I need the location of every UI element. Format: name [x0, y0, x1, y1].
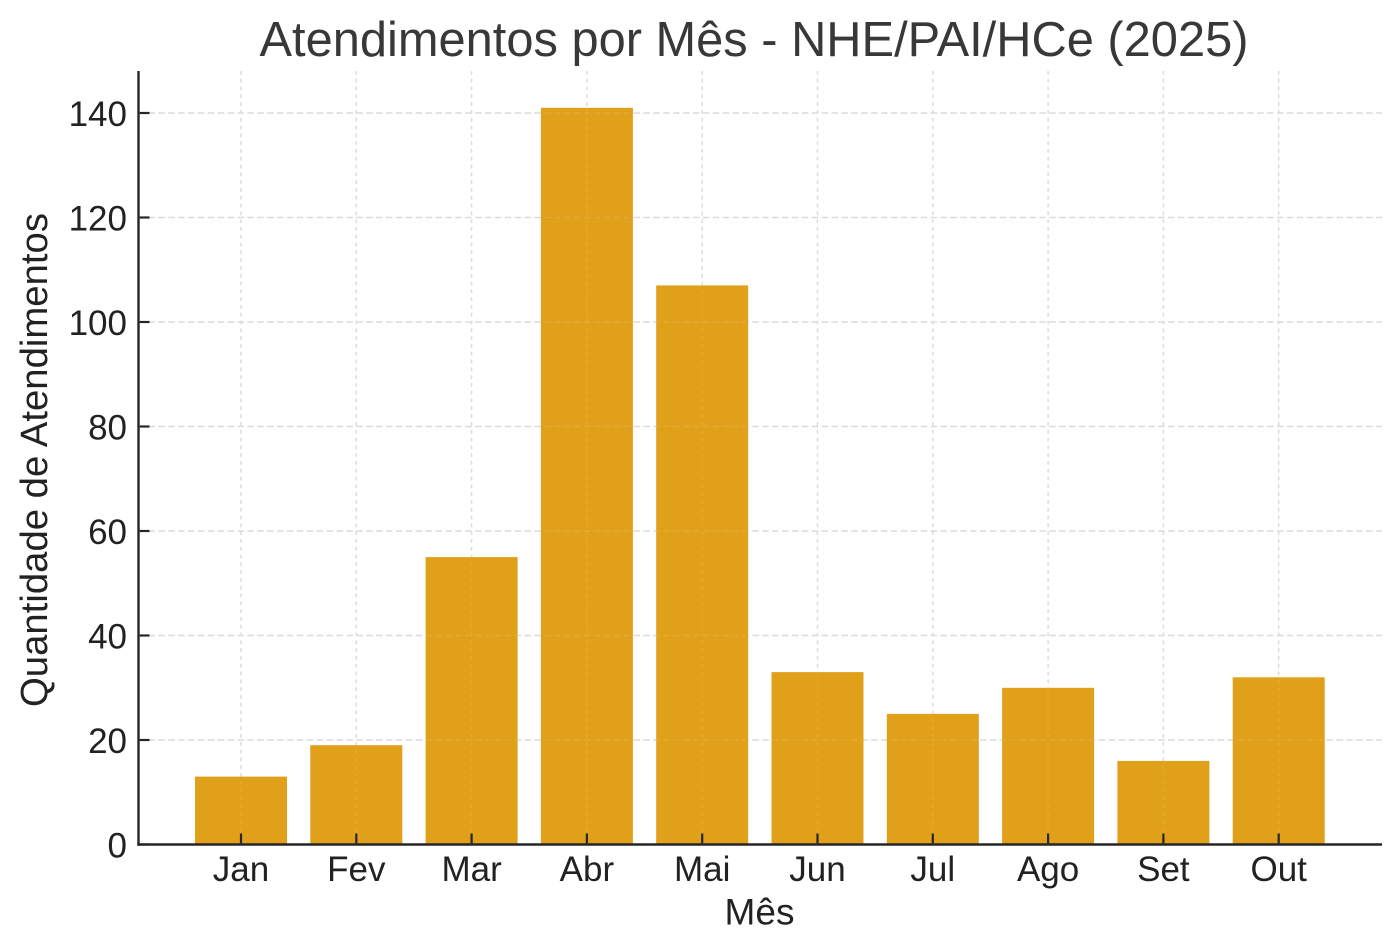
- svg-text:20: 20: [88, 722, 127, 761]
- svg-text:Fev: Fev: [327, 850, 386, 889]
- svg-text:Quantidade de Atendimentos: Quantidade de Atendimentos: [13, 213, 56, 707]
- svg-text:Jul: Jul: [910, 850, 955, 889]
- svg-text:Out: Out: [1250, 850, 1307, 889]
- svg-text:Atendimentos por Mês - NHE/PAI: Atendimentos por Mês - NHE/PAI/HCe (2025…: [260, 13, 1249, 67]
- svg-text:Jun: Jun: [789, 850, 845, 889]
- svg-text:Abr: Abr: [560, 850, 615, 889]
- svg-text:Jan: Jan: [213, 850, 269, 889]
- svg-text:100: 100: [69, 304, 127, 343]
- svg-text:40: 40: [88, 618, 127, 657]
- svg-text:Set: Set: [1137, 850, 1190, 889]
- svg-text:Mar: Mar: [441, 850, 502, 889]
- svg-text:60: 60: [88, 513, 127, 552]
- svg-text:Ago: Ago: [1017, 850, 1079, 889]
- svg-text:0: 0: [108, 827, 127, 866]
- svg-text:Mai: Mai: [674, 850, 730, 889]
- svg-text:Mês: Mês: [725, 892, 795, 933]
- svg-text:120: 120: [69, 200, 127, 239]
- svg-text:140: 140: [69, 95, 127, 134]
- svg-text:80: 80: [88, 409, 127, 448]
